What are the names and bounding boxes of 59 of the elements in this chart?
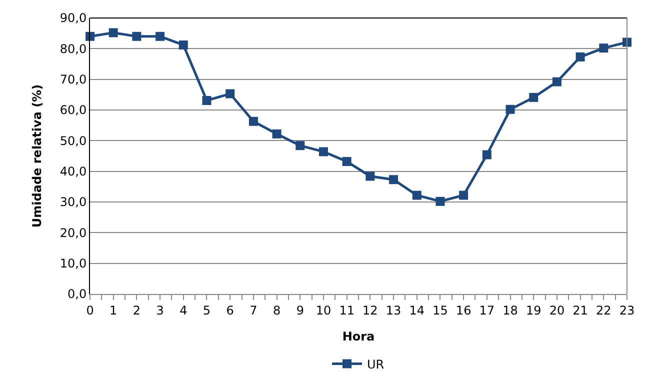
y-tick-label: 40,0 — [60, 164, 87, 179]
x-tick-label: 13 — [386, 303, 402, 318]
x-axis-title: Hora — [342, 329, 375, 344]
x-tick-label: 3 — [156, 303, 164, 318]
point — [202, 96, 212, 105]
point — [248, 116, 258, 126]
x-tick-label: 8 — [272, 303, 281, 318]
point — [366, 172, 375, 181]
point — [178, 40, 188, 50]
point — [296, 141, 305, 150]
x-tick-label: 15 — [432, 303, 448, 318]
point — [108, 28, 118, 38]
x-tick-label: 16 — [456, 303, 472, 318]
x-tick-label: 5 — [202, 303, 211, 318]
y-tick-label: 30,0 — [60, 195, 87, 210]
x-tick-label: 2 — [132, 303, 141, 318]
point — [436, 196, 445, 206]
point — [342, 157, 352, 166]
y-tick-label: 70,0 — [60, 72, 87, 87]
point — [226, 89, 235, 98]
x-tick-label: 0 — [86, 303, 94, 318]
x-tick-label: 4 — [180, 303, 188, 318]
x-tick-label: 12 — [362, 303, 378, 318]
x-tick-label: 6 — [226, 303, 234, 318]
x-tick-label: 9 — [296, 303, 304, 318]
x-tick-label: 22 — [596, 303, 612, 318]
x-tick-label: 21 — [572, 303, 588, 318]
x-tick-label: 11 — [339, 303, 354, 318]
y-axis-title: Umidade relativa (%) — [30, 84, 44, 228]
point — [412, 190, 422, 200]
point — [272, 129, 282, 138]
point — [389, 175, 398, 184]
point — [459, 190, 468, 200]
point — [529, 92, 538, 102]
x-tick-label: 18 — [502, 303, 518, 318]
point — [482, 150, 492, 160]
y-tick-label: 80,0 — [60, 42, 87, 56]
x-tick-label: 20 — [549, 303, 565, 318]
y-tick-label: 90,0 — [60, 11, 87, 26]
x-tick-label: 19 — [526, 303, 542, 318]
point — [552, 77, 562, 86]
legend-label: UR — [367, 357, 384, 372]
y-tick-label: 0,0 — [68, 287, 87, 302]
x-tick-label: 7 — [250, 303, 258, 318]
point — [576, 52, 585, 62]
point — [599, 44, 608, 53]
x-tick-label: 23 — [619, 303, 635, 318]
point — [318, 147, 328, 156]
x-tick-label: 10 — [316, 303, 332, 318]
x-tick-label: 17 — [479, 303, 495, 318]
y-tick-label: 60,0 — [60, 103, 87, 118]
y-tick-label: 10,0 — [60, 256, 87, 271]
point — [132, 32, 142, 41]
x-tick-label: 14 — [409, 303, 425, 318]
y-tick-label: 20,0 — [60, 226, 87, 240]
y-tick-label: 50,0 — [60, 134, 87, 148]
x-tick-label: 1 — [110, 303, 118, 318]
point — [156, 32, 165, 41]
point — [506, 104, 515, 114]
